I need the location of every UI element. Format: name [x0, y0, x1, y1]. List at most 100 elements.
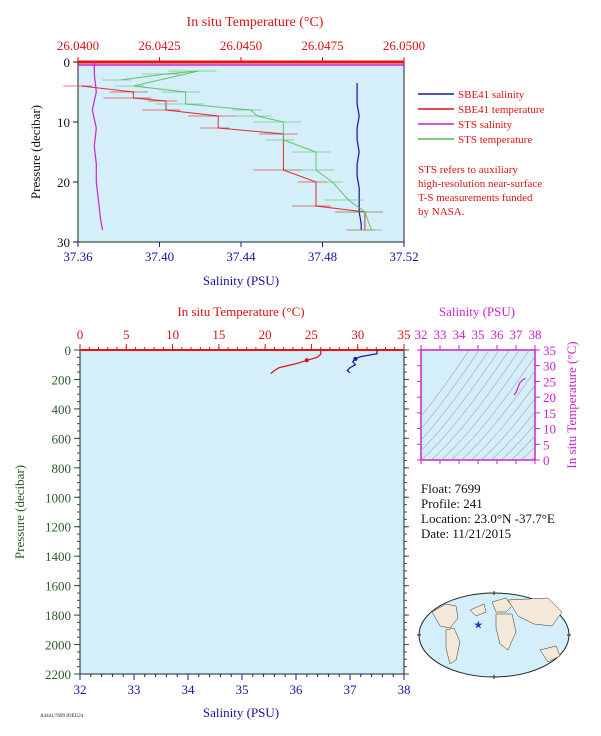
- ts-temperature-tick-label: 35: [543, 343, 556, 358]
- bottom-pressure-tick-label: 1200: [45, 520, 71, 535]
- bottom-salinity-tick-label: 32: [74, 682, 87, 697]
- ts-temperature-tick-label: 20: [543, 390, 556, 405]
- bottom-pressure-ticks: 0 200 400 600 800 1000 1200 1400 1600 1800 2000 220…: [45, 343, 409, 682]
- date: Date: 11/21/2015: [421, 526, 511, 541]
- top-pressure-tick-label: 20: [57, 175, 70, 190]
- bottom-pressure-tick-label: 800: [52, 461, 72, 476]
- bottom-temperature-tick-label: 30: [351, 327, 364, 342]
- bottom-temperature-marker: [304, 358, 309, 363]
- top-series-line: [120, 70, 372, 231]
- bottom-salinity-axis-title: Salinity (PSU): [203, 705, 279, 720]
- bottom-salinity-marker: [353, 356, 358, 361]
- profile-number: Profile: 241: [421, 496, 483, 511]
- bottom-temperature-ticks: 0 5 10 15 20 25 30 35: [77, 327, 411, 351]
- ts-contour-line: [421, 350, 500, 452]
- float-id: Float: 7699: [421, 481, 481, 496]
- bottom-pressure-tick-label: 1000: [45, 490, 71, 505]
- ts-salinity-axis-title: Salinity (PSU): [439, 304, 515, 319]
- ts-temperature-tick-label: 15: [543, 406, 556, 421]
- legend-label: STS temperature: [458, 134, 532, 146]
- top-pressure-axis-title: Pressure (decibar): [28, 105, 43, 199]
- ts-series-group: [513, 377, 526, 396]
- top-salinity-tick-label: 37.48: [308, 249, 337, 264]
- bottom-salinity-ticks: 32 33 34 35 36 37 38: [74, 674, 411, 697]
- top-temperature-tick-label: 26.0425: [138, 38, 180, 53]
- sts-note: STS refers to auxiliary high-resolution …: [418, 164, 542, 218]
- ts-salinity-tick-label: 36: [491, 327, 505, 342]
- ts-contour-line: [470, 384, 535, 460]
- ts-contour-line: [510, 435, 535, 460]
- ts-salinity-tick-label: 38: [529, 327, 542, 342]
- ts-density-contours: [421, 350, 535, 460]
- legend: SBE41 salinity SBE41 temperature STS salin…: [418, 89, 545, 146]
- top-salinity-tick-label: 37.52: [389, 249, 418, 264]
- bottom-temperature-tick-label: 25: [305, 327, 318, 342]
- bottom-pressure-tick-label: 400: [52, 402, 72, 417]
- bottom-pressure-tick-label: 1600: [45, 579, 71, 594]
- ts-salinity-tick-label: 34: [453, 327, 467, 342]
- bottom-temperature-axis-title: In situ Temperature (°C): [177, 304, 304, 319]
- top-series-group: [63, 62, 404, 231]
- ts-contour-line: [421, 350, 490, 441]
- ts-temperature-tick-label: 30: [543, 359, 556, 374]
- note-line-3: T-S measurements funded: [418, 192, 533, 204]
- ts-contour-line: [520, 446, 535, 460]
- bottom-temperature-tick-label: 10: [166, 327, 179, 342]
- ts-salinity-tick-label: 33: [434, 327, 447, 342]
- ts-contour-line: [440, 350, 530, 460]
- bottom-panel: In situ Temperature (°C) 0 5 10 15 20 25 30 35 …: [12, 304, 411, 720]
- ts-salinity-tick-label: 32: [415, 327, 428, 342]
- bottom-pressure-tick-label: 200: [52, 372, 72, 387]
- bottom-temperature-tick-label: 5: [123, 327, 130, 342]
- top-salinity-axis-title: Salinity (PSU): [203, 273, 279, 288]
- ts-contour-line: [421, 350, 480, 430]
- bottom-series-line: [270, 350, 322, 375]
- ts-salinity-tick-label: 35: [472, 327, 485, 342]
- top-salinity-tick-label: 37.44: [226, 249, 256, 264]
- top-series-line: [91, 62, 104, 231]
- float-location-marker: ★: [473, 619, 483, 631]
- map-ticks: [417, 591, 571, 679]
- top-salinity-tick-label: 37.40: [145, 249, 174, 264]
- top-pressure-tick-label: 10: [57, 115, 70, 130]
- note-line-2: high-resolution near-surface: [418, 178, 542, 190]
- top-plot-area: [77, 61, 405, 243]
- float-info: Float: 7699 Profile: 241 Location: 23.0°…: [421, 481, 555, 541]
- top-temperature-tick-label: 26.0475: [301, 38, 343, 53]
- ts-contour-line: [421, 350, 510, 460]
- footer-code: A4441/7699 IOEU24: [40, 714, 84, 719]
- bottom-pressure-tick-label: 600: [52, 431, 72, 446]
- ts-temperature-axis-title: In situ Temperature (°C): [564, 341, 579, 468]
- ts-contour-line: [500, 423, 535, 460]
- top-salinity-tick-label: 37.36: [63, 249, 93, 264]
- bottom-salinity-tick-label: 34: [182, 682, 196, 697]
- top-pressure-ticks: 0 10 20 30: [57, 55, 78, 250]
- bottom-pressure-tick-label: 1400: [45, 549, 71, 564]
- top-temperature-tick-label: 26.0500: [383, 38, 425, 53]
- ts-contour-line: [460, 370, 535, 460]
- bottom-pressure-axis-title: Pressure (decibar): [12, 465, 27, 559]
- bottom-pressure-tick-label: 2000: [45, 638, 71, 653]
- bottom-salinity-tick-label: 38: [398, 682, 411, 697]
- ts-contour-line: [421, 350, 470, 418]
- top-series-line: [356, 83, 362, 230]
- ts-salinity-ticks: 32 33 34 35 36 37 38: [415, 327, 542, 464]
- ts-contour-line: [480, 397, 535, 460]
- bottom-temperature-tick-label: 20: [259, 327, 272, 342]
- ts-temperature-tick-label: 5: [543, 437, 550, 452]
- ts-panel: Salinity (PSU) 32 33 34 35 36 37 38 0510152025…: [415, 304, 580, 469]
- ts-contour-line: [490, 411, 535, 460]
- top-pressure-tick-label: 30: [57, 235, 70, 250]
- ts-salinity-tick-label: 37: [510, 327, 524, 342]
- top-temperature-axis-title: In situ Temperature (°C): [187, 15, 324, 30]
- top-pressure-tick-label: 0: [64, 55, 71, 70]
- ts-contour-line: [450, 355, 535, 460]
- map-land: [431, 597, 563, 665]
- note-line-4: by NASA.: [418, 206, 465, 218]
- note-line-1: STS refers to auxiliary: [418, 164, 518, 176]
- top-salinity-ticks: 37.36 37.40 37.44 37.48 37.52: [63, 242, 419, 264]
- ts-temperature-tick-label: 10: [543, 422, 556, 437]
- legend-label: SBE41 temperature: [458, 104, 545, 116]
- bottom-salinity-tick-label: 37: [344, 682, 358, 697]
